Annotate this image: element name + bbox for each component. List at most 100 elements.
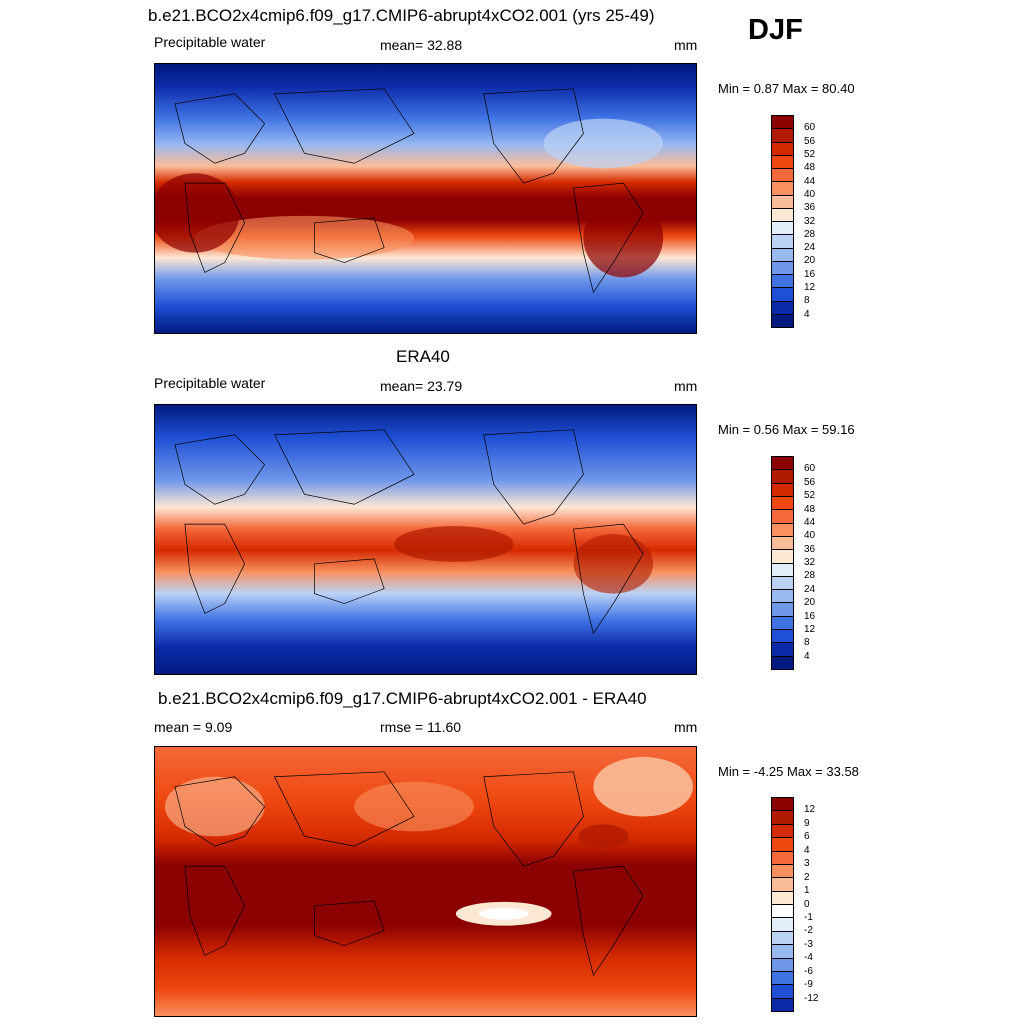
colorbar-swatch [772,864,793,879]
colorbar-swatch [772,918,793,932]
season-label: DJF [748,14,803,46]
colorbar-swatch [772,985,793,999]
era40-precipitable-water-map [154,404,697,675]
colorbar-swatch [772,971,793,986]
colorbar-swatch [772,998,793,1011]
colorbar-tick-label: 40 [804,530,816,542]
colorbar-swatch [772,129,793,143]
colorbar-swatch [772,470,793,484]
colorbar-swatch [772,169,793,183]
min-max-label: Min = 0.87 Max = 80.40 [718,81,855,96]
colorbar-tick-label: 16 [804,268,816,280]
colorbar-swatch [772,550,793,564]
colorbar-tick-label: -4 [804,952,813,964]
colorbar-tick-label: 12 [804,282,816,294]
colorbar-tick-label: -9 [804,979,813,991]
colorbar-tick-label: 24 [804,242,816,254]
colorbar-swatch [772,905,793,919]
panel-title: b.e21.BCO2x4cmip6.f09_g17.CMIP6-abrupt4x… [148,6,655,25]
colorbar-swatch [772,457,793,471]
colorbar-swatch [772,483,793,497]
colorbar-swatch [772,851,793,865]
colorbar-tick-label: 20 [804,597,816,609]
colorbar-swatch [772,616,793,631]
units-label: mm [674,37,698,53]
colorbar-swatch [772,208,793,222]
mean-label: mean = 9.09 [154,719,233,735]
colorbar-swatch [772,235,793,249]
colorbar-swatch [772,838,793,852]
colorbar-tick-label: -2 [804,925,813,937]
min-max-label: Min = 0.56 Max = 59.16 [718,422,855,437]
colorbar-tick-label: 12 [804,623,816,635]
colorbar-swatch [772,824,793,839]
colorbar-tick-label: 16 [804,610,816,622]
colorbar-swatch [772,878,793,892]
colorbar-swatch [772,643,793,657]
colorbar-swatch [772,182,793,196]
colorbar-tick-label: 1 [804,885,810,897]
rmse-label: rmse = 11.60 [380,719,462,735]
colorbar-tick-label: 4 [804,308,810,320]
mean-label: mean= 32.88 [380,37,463,53]
colorbar-swatch [772,945,793,959]
colorbar-tick-label: 32 [804,215,816,227]
variable-label: Precipitable water [154,375,266,391]
colorbar-swatch [772,958,793,972]
colorbar-tick-label: 56 [804,476,816,488]
colorbar-tick-label: 40 [804,188,816,200]
colorbar-tick-label: -3 [804,938,813,950]
colorbar-tick-label: 2 [804,871,810,883]
colorbar-swatch [772,301,793,315]
units-label: mm [674,719,698,735]
colorbar-swatch [772,931,793,946]
colorbar-tick-label: 44 [804,516,816,528]
colorbar-swatch [772,314,793,327]
colorbar-tick-label: 60 [804,463,816,475]
colorbar-tick-label: 60 [804,122,816,134]
colorbar-swatch [772,576,793,591]
panel-title: b.e21.BCO2x4cmip6.f09_g17.CMIP6-abrupt4x… [158,689,647,708]
colorbar-tick-label: 4 [804,650,810,662]
colorbar-swatch [772,261,793,275]
colorbar-tick-label: -12 [804,992,819,1004]
colorbar [771,797,794,1012]
variable-label: Precipitable water [154,34,266,50]
colorbar-swatch [772,630,793,644]
difference-map [154,746,697,1017]
colorbar-swatch [772,563,793,577]
colorbar-tick-label: 36 [804,202,816,214]
colorbar-tick-label: 52 [804,148,816,160]
colorbar [771,115,794,328]
colorbar-tick-label: 28 [804,228,816,240]
colorbar-tick-label: 52 [804,490,816,502]
colorbar-swatch [772,222,793,236]
colorbar-tick-label: 0 [804,898,810,910]
units-label: mm [674,378,698,394]
colorbar-swatch [772,116,793,130]
colorbar-swatch [772,603,793,617]
model-precipitable-water-map [154,63,697,334]
colorbar-swatch [772,155,793,169]
colorbar-swatch [772,656,793,669]
min-max-label: Min = -4.25 Max = 33.58 [718,764,859,779]
colorbar [771,456,794,670]
colorbar-tick-label: 20 [804,255,816,267]
colorbar-tick-label: 6 [804,831,810,843]
colorbar-swatch [772,590,793,604]
colorbar-tick-label: 44 [804,175,816,187]
colorbar-swatch [772,510,793,524]
colorbar-tick-label: 56 [804,135,816,147]
panel-title: ERA40 [396,347,450,366]
colorbar-swatch [772,536,793,551]
colorbar-swatch [772,891,793,905]
colorbar-swatch [772,798,793,812]
colorbar-tick-label: 32 [804,557,816,568]
colorbar-tick-label: 8 [804,295,810,307]
colorbar-swatch [772,811,793,825]
colorbar-tick-label: 4 [804,844,810,856]
colorbar-tick-label: 24 [804,583,816,595]
colorbar-swatch [772,523,793,537]
colorbar-tick-label: -1 [804,911,813,923]
mean-label: mean= 23.79 [380,378,463,394]
